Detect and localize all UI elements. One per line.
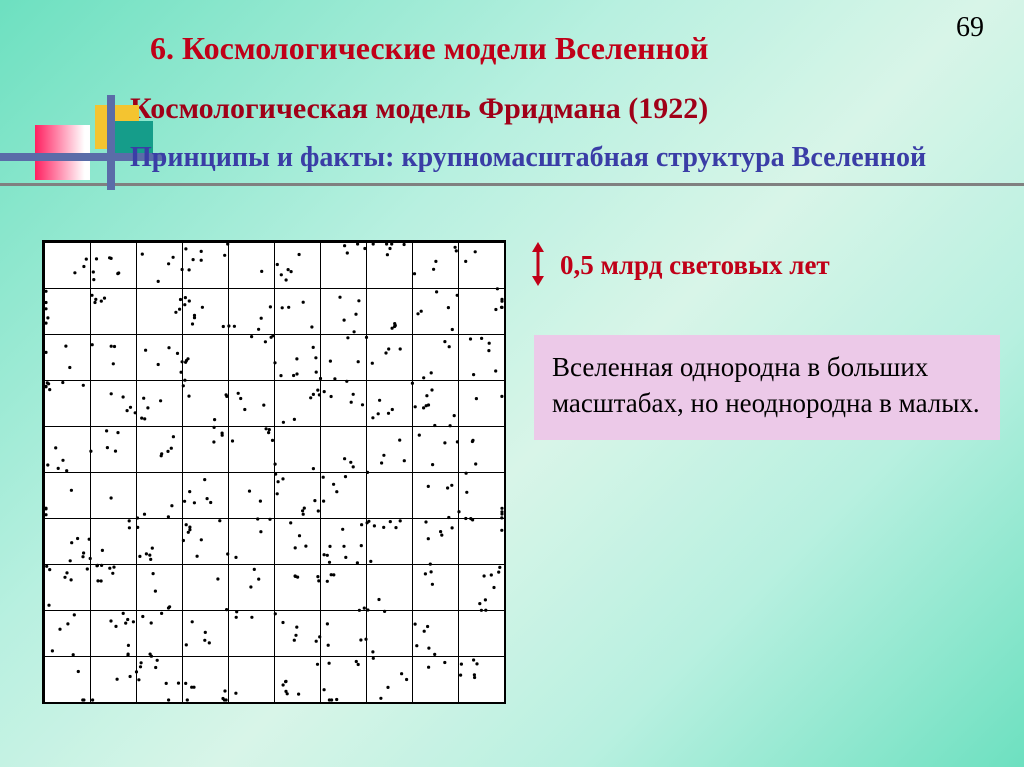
principles-heading: Принципы и факты: крупномасштабная струк… bbox=[130, 140, 926, 176]
decor-bar-vertical bbox=[107, 95, 115, 190]
info-box: Вселенная однородна в больших масштабах,… bbox=[534, 335, 1000, 440]
divider-line bbox=[0, 183, 1024, 186]
slide-title: 6. Космологические модели Вселенной bbox=[150, 30, 708, 67]
slide-subtitle: Космологическая модель Фридмана (1922) bbox=[130, 92, 708, 126]
scale-arrow-icon bbox=[524, 240, 552, 288]
decorative-shapes bbox=[35, 105, 145, 200]
info-box-text: Вселенная однородна в больших масштабах,… bbox=[552, 352, 980, 418]
universe-grid-figure bbox=[42, 240, 506, 704]
scale-label: 0,5 млрд световых лет bbox=[560, 250, 830, 281]
page-number: 69 bbox=[956, 12, 984, 44]
